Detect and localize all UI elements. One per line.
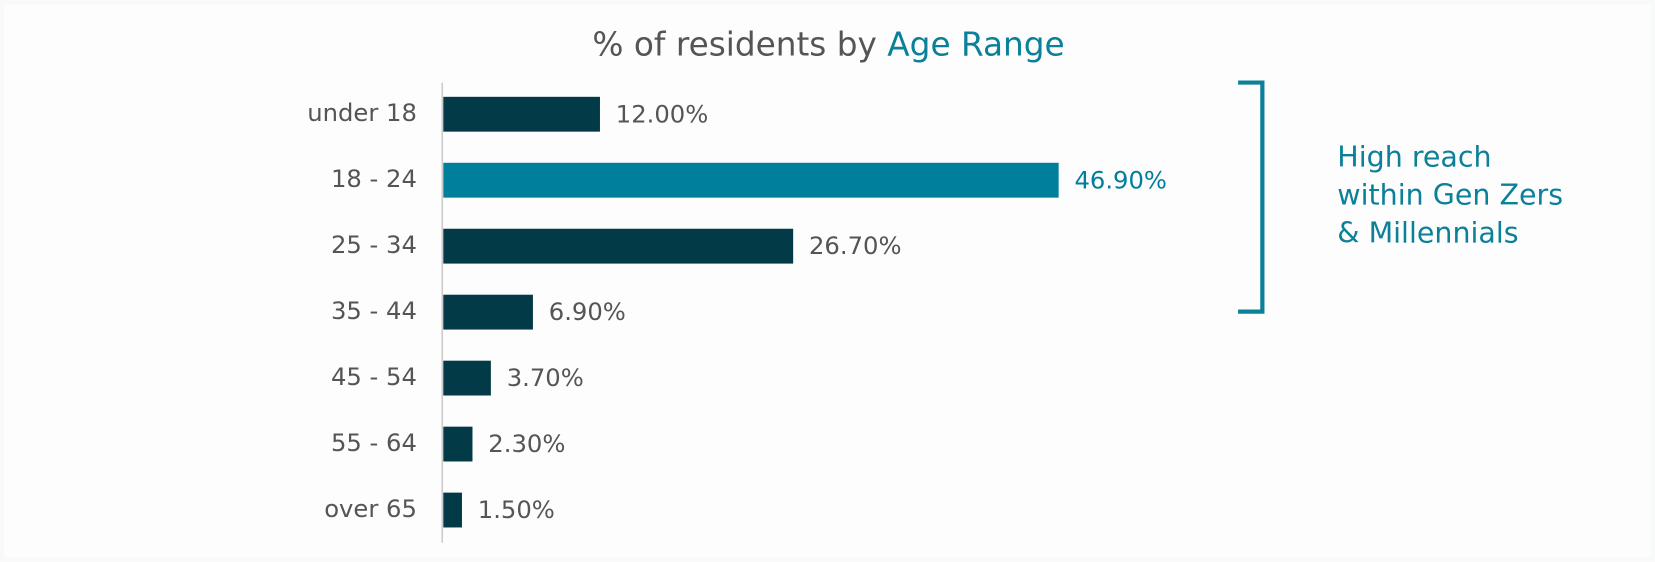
value-label: 26.70% — [809, 231, 902, 260]
title-highlight: Age Range — [887, 26, 1064, 64]
category-label: 55 - 64 — [331, 428, 417, 457]
category-label: 25 - 34 — [331, 230, 417, 259]
chart-title: % of residents by Age Range — [592, 26, 1064, 64]
value-label: 3.70% — [507, 363, 584, 392]
bar — [443, 162, 1059, 198]
bar — [443, 360, 491, 396]
category-label: 35 - 44 — [331, 296, 417, 325]
value-label: 2.30% — [488, 429, 565, 458]
bar — [443, 294, 533, 330]
annotation: within Gen Zers — [1337, 179, 1563, 212]
category-label: over 65 — [324, 494, 417, 523]
annotation: High reach — [1337, 141, 1491, 174]
category-label: 45 - 54 — [331, 362, 417, 391]
bar — [443, 492, 462, 528]
bar — [443, 96, 600, 132]
bar — [443, 228, 794, 264]
title-main: % of residents by — [592, 26, 876, 64]
value-label: 6.90% — [549, 297, 626, 326]
annotation: & Millennials — [1337, 217, 1518, 250]
value-label: 1.50% — [478, 495, 555, 524]
bracket — [1238, 80, 1265, 314]
bar — [443, 426, 473, 462]
value-label: 12.00% — [616, 99, 709, 128]
panel — [4, 4, 1651, 558]
category-label: 18 - 24 — [331, 164, 417, 193]
category-label: under 18 — [307, 98, 417, 127]
value-label: 46.90% — [1074, 165, 1167, 194]
